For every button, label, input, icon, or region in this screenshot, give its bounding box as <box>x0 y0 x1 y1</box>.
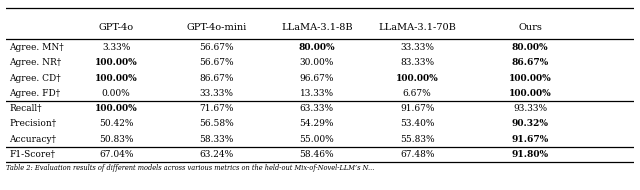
Text: LLaMA-3.1-8B: LLaMA-3.1-8B <box>281 23 353 32</box>
Text: LLaMA-3.1-70B: LLaMA-3.1-70B <box>378 23 456 32</box>
Text: 100.00%: 100.00% <box>509 89 552 98</box>
Text: Ours: Ours <box>518 23 542 32</box>
Text: 58.46%: 58.46% <box>300 150 334 159</box>
Text: 33.33%: 33.33% <box>200 89 234 98</box>
Text: Agree. NR†: Agree. NR† <box>10 58 61 67</box>
Text: 54.29%: 54.29% <box>300 119 334 128</box>
Text: 100.00%: 100.00% <box>509 74 552 83</box>
Text: 58.33%: 58.33% <box>199 135 234 144</box>
Text: 55.00%: 55.00% <box>300 135 334 144</box>
Text: GPT-4o: GPT-4o <box>99 23 134 32</box>
Text: 3.33%: 3.33% <box>102 43 131 52</box>
Text: 13.33%: 13.33% <box>300 89 334 98</box>
Text: 100.00%: 100.00% <box>95 58 138 67</box>
Text: Agree. FD†: Agree. FD† <box>10 89 61 98</box>
Text: Recall†: Recall† <box>10 104 42 113</box>
Text: Agree. MN†: Agree. MN† <box>10 43 64 52</box>
Text: Table 2: Evaluation results of different models across various metrics on the he: Table 2: Evaluation results of different… <box>6 164 375 172</box>
Text: 90.32%: 90.32% <box>511 119 548 128</box>
Text: 63.33%: 63.33% <box>300 104 334 113</box>
Text: 30.00%: 30.00% <box>300 58 334 67</box>
Text: 86.67%: 86.67% <box>511 58 548 67</box>
Text: Accuracy†: Accuracy† <box>10 135 56 144</box>
Text: 53.40%: 53.40% <box>400 119 435 128</box>
Text: 63.24%: 63.24% <box>200 150 234 159</box>
Text: 100.00%: 100.00% <box>95 104 138 113</box>
Text: 56.67%: 56.67% <box>199 58 234 67</box>
Text: 56.58%: 56.58% <box>199 119 234 128</box>
Text: 91.67%: 91.67% <box>400 104 435 113</box>
Text: 67.48%: 67.48% <box>400 150 435 159</box>
Text: 0.00%: 0.00% <box>102 89 131 98</box>
Text: 91.67%: 91.67% <box>511 135 548 144</box>
Text: Agree. CD†: Agree. CD† <box>10 74 61 83</box>
Text: 86.67%: 86.67% <box>199 74 234 83</box>
Text: 80.00%: 80.00% <box>298 43 335 52</box>
Text: Precision†: Precision† <box>10 119 57 128</box>
Text: 71.67%: 71.67% <box>199 104 234 113</box>
Text: 6.67%: 6.67% <box>403 89 431 98</box>
Text: 96.67%: 96.67% <box>300 74 334 83</box>
Text: 100.00%: 100.00% <box>95 74 138 83</box>
Text: 50.42%: 50.42% <box>99 119 133 128</box>
Text: 91.80%: 91.80% <box>511 150 548 159</box>
Text: F1-Score†: F1-Score† <box>10 150 56 159</box>
Text: 56.67%: 56.67% <box>199 43 234 52</box>
Text: 80.00%: 80.00% <box>512 43 548 52</box>
Text: 83.33%: 83.33% <box>400 58 435 67</box>
Text: 67.04%: 67.04% <box>99 150 133 159</box>
Text: 50.83%: 50.83% <box>99 135 133 144</box>
Text: 100.00%: 100.00% <box>396 74 438 83</box>
Text: 33.33%: 33.33% <box>400 43 434 52</box>
Text: 93.33%: 93.33% <box>513 104 547 113</box>
Text: GPT-4o-mini: GPT-4o-mini <box>186 23 246 32</box>
Text: 55.83%: 55.83% <box>400 135 435 144</box>
